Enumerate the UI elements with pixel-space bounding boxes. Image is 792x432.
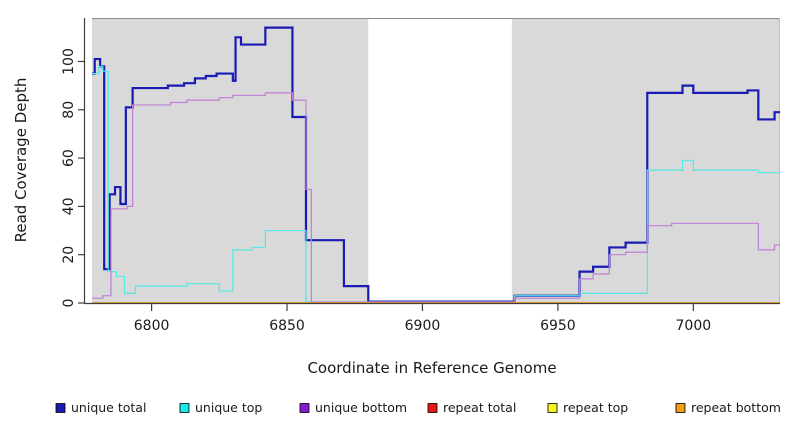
y-tick-label: 80 xyxy=(61,101,77,119)
x-tick-label: 6900 xyxy=(405,318,441,334)
legend-swatch-repeat-top xyxy=(547,403,558,413)
legend-label-repeat-top: repeat top xyxy=(563,400,628,415)
series-line-unique-top xyxy=(92,65,780,303)
y-axis-title: Read Coverage Depth xyxy=(12,78,30,243)
x-tick-label: 6850 xyxy=(269,318,305,334)
y-tick-label: 40 xyxy=(61,197,77,215)
legend-label-unique-top: unique top xyxy=(195,400,262,415)
x-axis-ticks: 6800 6850 6900 6950 7000 xyxy=(134,303,712,334)
series-line-unique-bottom xyxy=(92,92,780,303)
y-tick-label: 100 xyxy=(61,48,77,75)
plot-panel xyxy=(92,18,780,303)
legend-label-repeat-bottom: repeat bottom xyxy=(691,400,781,415)
legend-swatch-repeat-total xyxy=(427,403,438,413)
axis-layer: 0 20 40 60 80 100 6800 6850 6900 6950 7000 xyxy=(61,18,780,334)
y-tick-label: 60 xyxy=(61,149,77,167)
series-line-unique-total xyxy=(92,26,780,303)
gap-region-background xyxy=(368,18,512,303)
legend-swatch-unique-total xyxy=(55,403,66,413)
legend-label-repeat-total: repeat total xyxy=(443,400,516,415)
legend-swatch-repeat-bottom xyxy=(675,403,686,413)
x-tick-label: 6950 xyxy=(540,318,576,334)
x-axis-title: Coordinate in Reference Genome xyxy=(307,359,556,377)
legend-label-unique-bottom: unique bottom xyxy=(315,400,407,415)
legend-label-unique-total: unique total xyxy=(71,400,146,415)
y-tick-label: 20 xyxy=(61,246,77,264)
chart-legend: unique total unique top unique bottom repea… xyxy=(55,400,781,415)
legend-swatch-unique-bottom xyxy=(299,403,310,413)
y-axis-ticks: 0 20 40 60 80 100 xyxy=(61,48,85,307)
y-tick-label: 0 xyxy=(61,299,77,308)
x-tick-label: 6800 xyxy=(134,318,170,334)
x-tick-label: 7000 xyxy=(676,318,712,334)
legend-swatch-unique-top xyxy=(179,403,190,413)
